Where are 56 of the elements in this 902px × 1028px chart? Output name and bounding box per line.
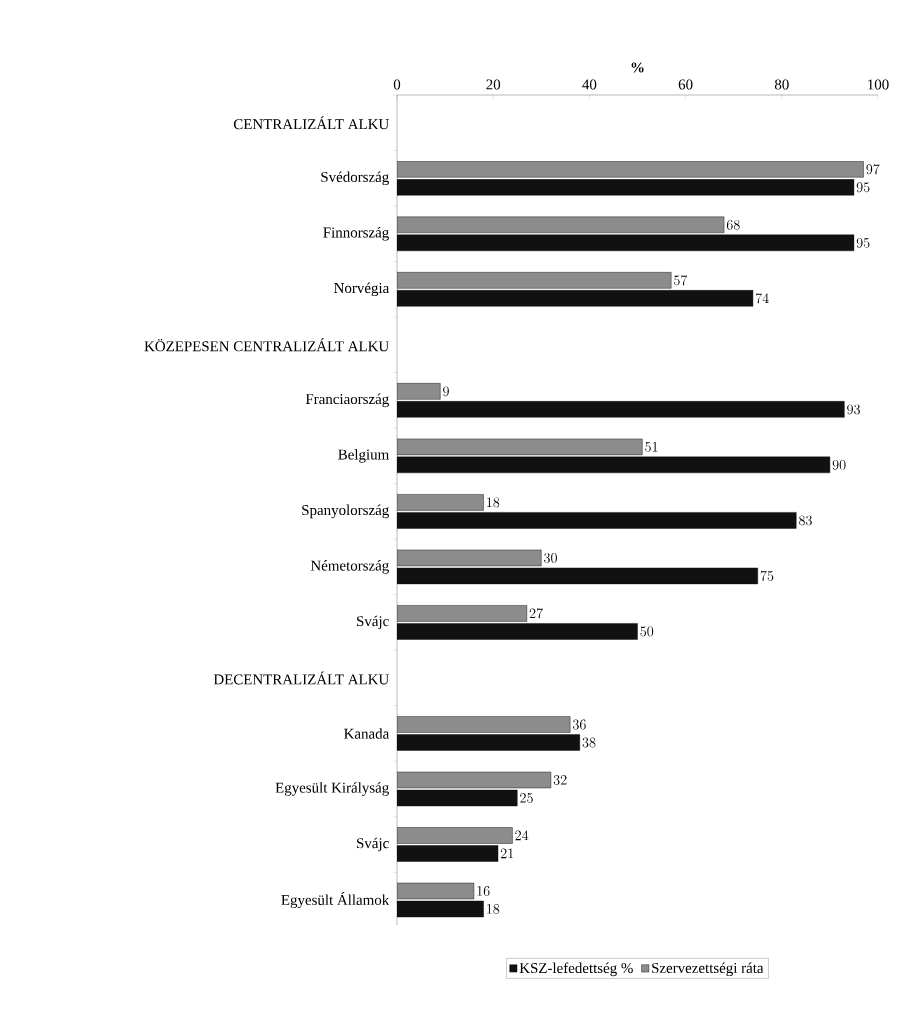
data-label: 36 <box>572 719 586 730</box>
x-tick-label: 60 <box>678 79 693 90</box>
y-tick-label: Egyesült Államok <box>281 892 390 909</box>
data-label: 68 <box>726 219 740 230</box>
data-label: 50 <box>640 626 654 637</box>
data-label: 18 <box>487 497 500 508</box>
x-axis-title: % <box>631 62 644 73</box>
y-tick-label: Svájc <box>357 615 389 630</box>
bar <box>397 401 845 418</box>
data-label: 9 <box>443 386 449 397</box>
data-label: 95 <box>856 237 870 248</box>
bar <box>397 623 638 640</box>
y-tick-label: Németország <box>310 560 389 574</box>
bar <box>397 512 797 529</box>
x-tick-label: 40 <box>582 79 597 90</box>
data-label: 32 <box>553 775 567 785</box>
data-label: 21 <box>500 848 514 859</box>
data-label: 25 <box>520 793 533 803</box>
x-tick-label: 20 <box>486 79 501 90</box>
y-tick-label: Franciaország <box>305 393 389 408</box>
bar <box>397 290 754 307</box>
data-label: 24 <box>515 830 529 841</box>
data-label: 95 <box>856 182 870 193</box>
data-label: 18 <box>487 904 500 914</box>
data-label: 27 <box>529 608 543 619</box>
x-tick-label: 100 <box>868 79 889 90</box>
data-label: 90 <box>832 459 846 470</box>
data-label: 30 <box>544 553 557 563</box>
data-label: 93 <box>847 404 860 415</box>
bar <box>397 845 499 862</box>
y-tick-label: Svájc <box>357 837 389 852</box>
data-label: 97 <box>866 164 880 175</box>
y-tick-label: KÖZEPESEN CENTRALIZÁLT ALKU <box>144 338 389 352</box>
y-tick-label: DECENTRALIZÁLT ALKU <box>213 671 389 685</box>
y-tick-label: Norvégia <box>334 282 390 297</box>
bar <box>397 179 855 196</box>
data-label: 51 <box>645 441 658 452</box>
data-label: 38 <box>582 737 596 748</box>
y-tick-label: Belgium <box>338 449 389 463</box>
data-label: 75 <box>760 570 774 581</box>
legend-label: KSZ-lefedettség % <box>519 962 633 977</box>
y-tick-label: Egyesült Királyság <box>275 782 389 796</box>
bar <box>397 734 580 751</box>
legend-label: Szervezettségi ráta <box>652 962 764 977</box>
data-label: 83 <box>799 515 812 526</box>
x-tick-label: 80 <box>774 79 789 90</box>
data-label: 74 <box>755 293 769 304</box>
data-label: 57 <box>674 275 688 286</box>
y-tick-label: Finnország <box>323 226 389 241</box>
bar <box>397 234 855 251</box>
y-tick-label: Svédország <box>321 171 389 186</box>
data-label: 16 <box>477 886 490 896</box>
y-tick-label: Spanyolország <box>302 504 389 519</box>
x-tick-label: 0 <box>393 79 401 90</box>
y-tick-label: Kanada <box>344 728 390 739</box>
y-tick-label: CENTRALIZÁLT ALKU <box>233 116 389 130</box>
